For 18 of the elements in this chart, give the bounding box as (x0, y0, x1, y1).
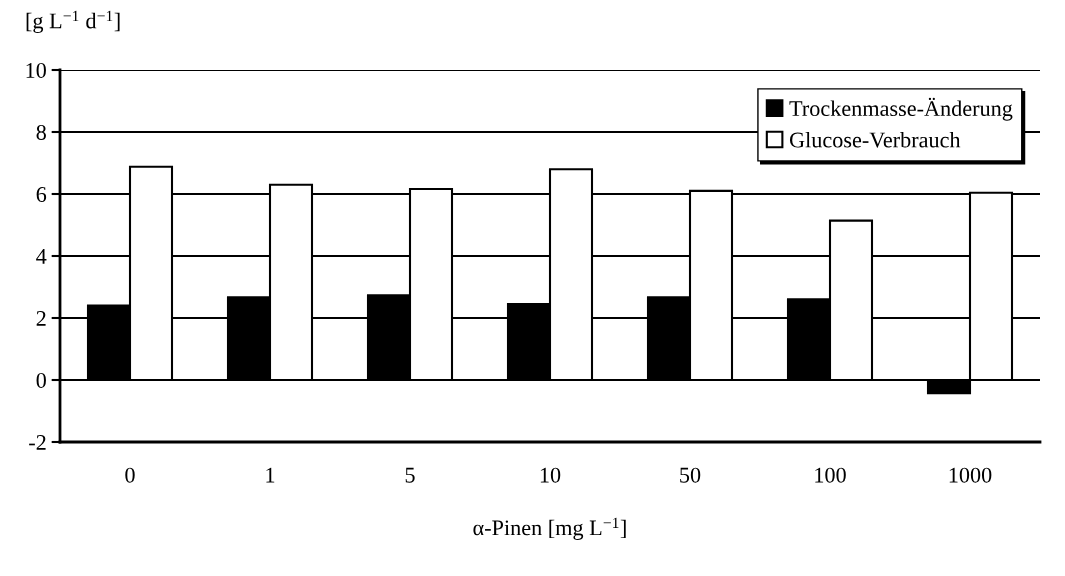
legend-label: Trockenmasse-Änderung (789, 97, 1013, 121)
y-tick-label: 6 (36, 186, 47, 202)
x-tick-label: 10 (540, 467, 561, 483)
y-tick-label: -2 (29, 434, 46, 450)
x-axis-title: α-Pinen [mg L$^{−1}$] (473, 517, 626, 540)
x-tick-label: 5 (405, 467, 415, 483)
y-tick-label: 10 (26, 62, 46, 78)
y-axis-title: [g L$^{−1}$ d$^{−1}$] (26, 10, 120, 33)
x-tick-label: 0 (125, 467, 135, 483)
x-tick-label: 100 (815, 467, 846, 483)
y-tick-label: 8 (36, 124, 46, 140)
y-tick-label: 0 (36, 372, 46, 388)
x-tick-label: 50 (680, 467, 701, 483)
legend-label: Glucose-Verbrauch (789, 131, 961, 148)
y-tick-label: 4 (36, 249, 47, 264)
x-tick-label: 1000 (949, 467, 992, 483)
x-tick-label: 1 (266, 467, 275, 483)
y-tick-label: 2 (36, 310, 46, 326)
